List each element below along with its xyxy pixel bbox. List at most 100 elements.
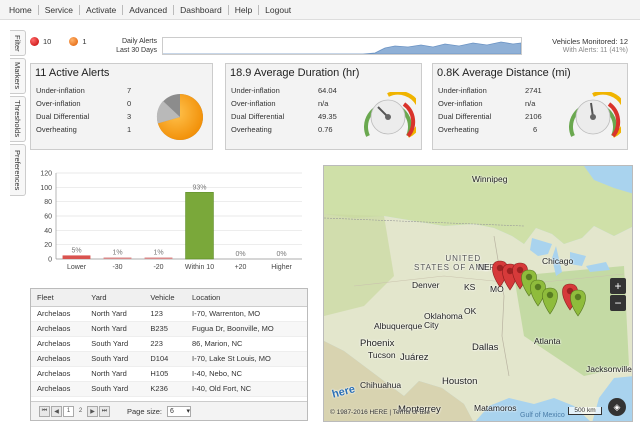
- page-size-select[interactable]: 6 ▾: [167, 405, 192, 417]
- map-label-matamoros: Matamoros: [474, 403, 517, 413]
- col-yard[interactable]: Yard: [85, 289, 145, 307]
- nav-dashboard[interactable]: Dashboard: [174, 4, 229, 15]
- orange-alert-count: 1: [82, 37, 87, 46]
- nav-help[interactable]: Help: [229, 4, 260, 15]
- nav-advanced[interactable]: Advanced: [123, 4, 175, 15]
- map-label-ok: OK: [464, 306, 477, 316]
- map-label-albuquerque: Albuquerque: [374, 321, 423, 331]
- map-label-houston: Houston: [442, 376, 478, 387]
- col-fleet[interactable]: Fleet: [31, 289, 86, 307]
- daily-alerts-sparkline: [162, 37, 522, 55]
- x-tick-label: -30: [112, 264, 122, 271]
- map-label-ne: NE: [478, 262, 490, 272]
- top-nav: Home Service Activate Advanced Dashboard…: [0, 0, 640, 20]
- map-label-gulf: Gulf of Mexico: [520, 412, 565, 419]
- map-markers: [491, 260, 587, 317]
- map-label-dallas: Dallas: [472, 342, 499, 353]
- marker-green-icon: [541, 287, 559, 315]
- page-size-label: Page size:: [127, 406, 163, 416]
- map-label-ks: KS: [464, 282, 476, 292]
- nav-logout[interactable]: Logout: [265, 4, 292, 15]
- red-alert-count: 10: [43, 37, 52, 46]
- data-label: 5%: [71, 247, 81, 254]
- y-tick-label: 120: [40, 171, 52, 178]
- panel-title: 11 Active Alerts: [35, 67, 110, 79]
- x-tick-label: Within 10: [185, 264, 214, 271]
- bar: [62, 255, 91, 259]
- tab-markers[interactable]: Markers: [10, 58, 26, 94]
- x-tick-label: Higher: [271, 264, 292, 271]
- table-row[interactable]: Archelaos North Yard B235 Fugua Dr, Boonvil…: [31, 321, 307, 337]
- map-label-atlanta: Atlanta: [534, 336, 561, 346]
- last-page-icon[interactable]: ⏭: [99, 405, 110, 417]
- nav-home[interactable]: Home: [3, 4, 39, 15]
- map-label-phoenix: Phoenix: [360, 338, 395, 349]
- table-header-row: Fleet Yard Vehicle Location: [31, 289, 307, 307]
- col-vehicle[interactable]: Vehicle: [144, 289, 186, 307]
- page-1-button[interactable]: 1: [63, 405, 74, 417]
- x-tick-label: Lower: [67, 264, 87, 271]
- y-tick-label: 60: [44, 214, 52, 221]
- alert-counts: 10 1: [30, 37, 87, 46]
- panel-title: 0.8K Average Distance (mi): [437, 67, 571, 79]
- nav-activate[interactable]: Activate: [80, 4, 124, 15]
- map-label-denver: Denver: [412, 280, 440, 290]
- x-tick-label: -20: [153, 264, 163, 271]
- average-duration-panel: 18.9 Average Duration (hr) Under-inflati…: [225, 63, 422, 150]
- y-tick-label: 0: [48, 257, 52, 264]
- y-tick-label: 40: [44, 228, 52, 235]
- page-2-button[interactable]: 2: [78, 408, 83, 414]
- map-label-juarez: Juárez: [400, 352, 429, 363]
- map-label-chihuahua: Chihuahua: [360, 380, 402, 390]
- alerts-pie-chart: [156, 94, 203, 140]
- fleet-map[interactable]: Winnipeg Chicago UNITED STATES OF AMERIC…: [323, 165, 633, 422]
- table-pager: ⏮ ◀ 1 2 ▶ ⏭ Page size: 6 ▾: [31, 401, 307, 420]
- deviation-bar-chart: 0 20 40 60 80 100 120 5% Lower 1% -30 1% -20 93% Withi…: [30, 165, 310, 275]
- data-label: 0%: [235, 251, 245, 258]
- map-label-mo: MO: [490, 284, 504, 294]
- y-tick-label: 20: [44, 242, 52, 249]
- tab-preferences[interactable]: Preferences: [10, 144, 26, 196]
- data-label: 93%: [192, 184, 206, 191]
- distance-gauge: [569, 92, 621, 138]
- pie-slice-secondary: [156, 101, 180, 124]
- table-row[interactable]: Archelaos North Yard H105 I-40, Nebo, NC: [31, 366, 307, 382]
- zoom-in-button[interactable]: +: [610, 278, 626, 294]
- data-label: 1%: [112, 250, 122, 257]
- red-alert-icon: [30, 37, 39, 46]
- map-scale: 500 km: [568, 407, 602, 415]
- first-page-icon[interactable]: ⏮: [39, 405, 50, 417]
- map-copyright[interactable]: © 1987-2016 HERE | Terms of use: [330, 409, 430, 416]
- chevron-down-icon: ▾: [186, 408, 191, 415]
- tab-filter[interactable]: Filter: [10, 30, 26, 56]
- table-row[interactable]: Archelaos South Yard 223 86, Marion, NC: [31, 336, 307, 352]
- map-label-tucson: Tucson: [368, 350, 396, 360]
- next-page-icon[interactable]: ▶: [87, 405, 98, 417]
- vehicle-table: Fleet Yard Vehicle Location Archelaos Nor…: [30, 288, 308, 421]
- table-row[interactable]: Archelaos South Yard D104 I-70, Lake St Lou…: [31, 351, 307, 367]
- active-alerts-panel: 11 Active Alerts Under-inflation 7 Over-…: [30, 63, 213, 150]
- layers-icon[interactable]: ◈: [608, 398, 626, 416]
- orange-alert-icon: [69, 37, 79, 46]
- map-label-chicago: Chicago: [542, 256, 574, 266]
- bar: [185, 192, 214, 260]
- map-label-monterrey: Monterrey: [398, 404, 441, 415]
- nav-service[interactable]: Service: [39, 4, 81, 15]
- table-row[interactable]: Archelaos South Yard K236 I-40, Old Fort, N…: [31, 381, 307, 397]
- marker-green-icon: [569, 289, 587, 317]
- pie-slice-main: [157, 94, 203, 140]
- map-label-usa: UNITED STATES OF AMERICA: [414, 254, 513, 272]
- zoom-out-button[interactable]: −: [610, 295, 626, 311]
- duration-gauge: [364, 92, 416, 138]
- map-label-winnipeg: Winnipeg: [472, 174, 508, 184]
- table-row[interactable]: Archelaos North Yard 123 I-70, Warrenton, M…: [31, 306, 307, 322]
- tab-thresholds[interactable]: Thresholds: [10, 96, 26, 142]
- y-tick-label: 80: [44, 199, 52, 206]
- panel-title: 18.9 Average Duration (hr): [230, 67, 360, 79]
- daily-alerts-label: Daily Alerts Last 30 Days: [116, 38, 157, 54]
- average-distance-panel: 0.8K Average Distance (mi) Under-inflati…: [432, 63, 628, 150]
- map-label-oklahoma-city: Oklahoma City: [424, 311, 463, 330]
- col-location[interactable]: Location: [186, 289, 307, 307]
- data-label: 1%: [153, 250, 163, 257]
- prev-page-icon[interactable]: ◀: [51, 405, 62, 417]
